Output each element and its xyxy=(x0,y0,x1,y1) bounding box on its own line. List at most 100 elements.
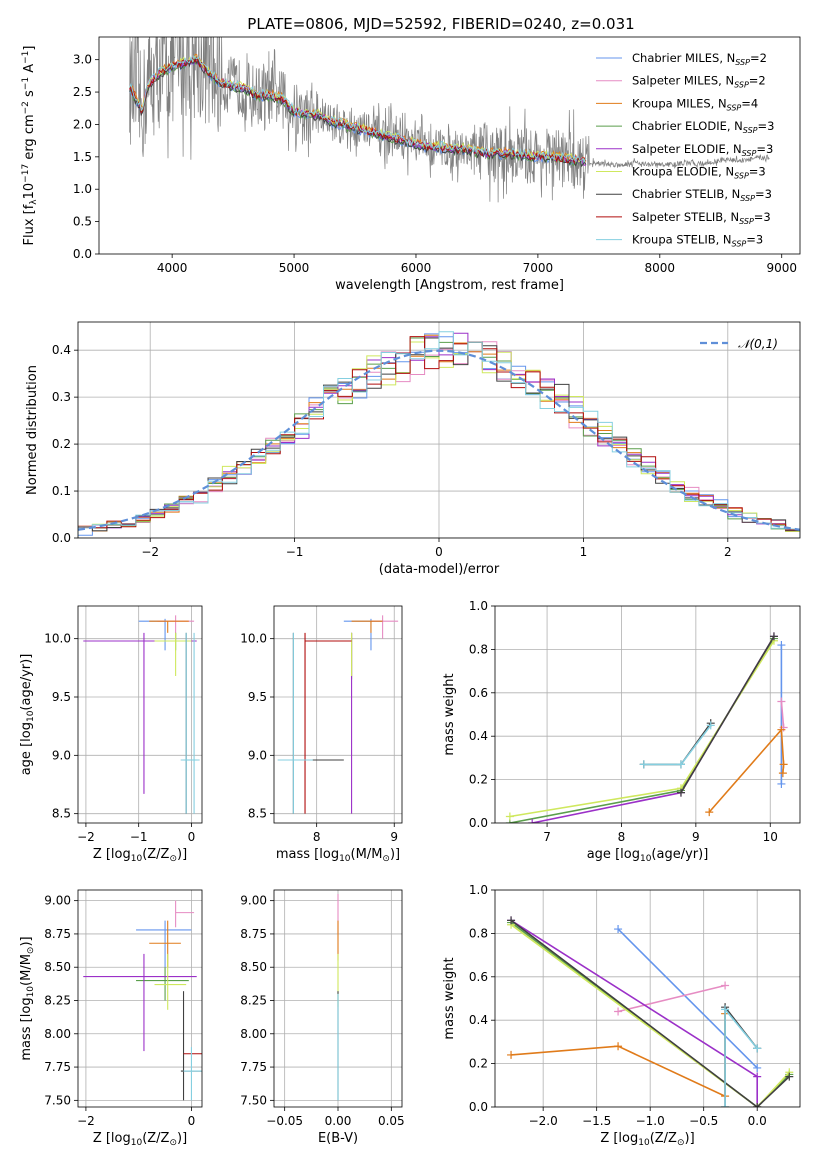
spectrum-legend: Chabrier MILES, NSSP=2 Salpeter MILES, NS… xyxy=(596,51,774,249)
x-tick-label: 0.0 xyxy=(748,1114,767,1128)
y-tick-label: 0.2 xyxy=(52,437,71,451)
x-tick-label: 9000 xyxy=(766,261,797,275)
y-tick-label: 0.6 xyxy=(469,686,488,700)
y-tick-label: 0.2 xyxy=(469,1057,488,1071)
x-tick-label: 9 xyxy=(692,830,700,844)
y-tick-label: 8.75 xyxy=(44,927,71,941)
x-tick-label: 8 xyxy=(618,830,626,844)
spectrum-plot-area xyxy=(129,37,770,203)
age-vs-Z-plot-area xyxy=(78,606,202,823)
data-point xyxy=(778,769,787,778)
y-tick-label: 7.50 xyxy=(240,1093,267,1107)
y-tick-label: 1.0 xyxy=(73,182,92,196)
y-tick-label: 0.4 xyxy=(469,1013,488,1027)
y-tick-label: 10.0 xyxy=(44,632,71,646)
y-axis-label: Normed distribution xyxy=(25,365,40,495)
mass-vs-Z-panel: −2 0 7.50 7.75 8.00 8.25 8.50 8.75 9.00 Z [log10(… xyxy=(19,889,203,1148)
x-tick-label: 4000 xyxy=(157,261,188,275)
y-tick-label: 0.6 xyxy=(469,970,488,984)
y-tick-label: 0.4 xyxy=(52,343,71,357)
x-tick-label: −1 xyxy=(286,545,304,559)
normal-curve xyxy=(78,349,800,531)
y-tick-label: 2.5 xyxy=(73,85,92,99)
age-vs-mass-panel: 8 9 8.5 9.0 9.5 10.0 mass [log10(M/M⊙)] xyxy=(240,605,403,864)
y-tick-label: 9.00 xyxy=(240,894,267,908)
y-tick-label: 8.25 xyxy=(240,993,267,1007)
y-tick-label: 8.75 xyxy=(240,927,267,941)
error-bar-kroupa-elodie xyxy=(154,953,187,1010)
x-tick-label: 7000 xyxy=(523,261,554,275)
y-tick-label: 0.8 xyxy=(469,642,488,656)
data-point xyxy=(528,819,537,823)
axes-frame xyxy=(77,605,203,824)
error-bar-chabrier-elodie xyxy=(136,967,189,1001)
x-tick-label: 8000 xyxy=(645,261,676,275)
x-tick-label: −0.5 xyxy=(689,1114,718,1128)
data-point xyxy=(779,760,788,769)
y-tick-label: 8.25 xyxy=(44,993,71,1007)
axes-frame xyxy=(77,889,203,1108)
x-axis-label: E(B-V) xyxy=(318,1131,358,1146)
weight-vs-Z-panel: −2.0 −1.5 −1.0 −0.5 0.0 0.0 0.2 0.4 0.6 0.8 1.0 Z [… xyxy=(442,883,801,1148)
x-axis-label: Z [log10(Z/Z⊙)] xyxy=(93,847,187,864)
y-tick-label: 8.50 xyxy=(44,960,71,974)
x-axis-label: Z [log10(Z/Z⊙)] xyxy=(93,1131,187,1148)
y-tick-label: 8.5 xyxy=(248,807,267,821)
y-tick-label: 9.0 xyxy=(52,748,71,762)
y-tick-label: 9.5 xyxy=(248,690,267,704)
x-axis-label: Z [log10(Z/Z⊙)] xyxy=(600,1131,694,1148)
data-point xyxy=(777,697,786,706)
series-chabrier-miles xyxy=(614,925,762,1072)
series-chabrier-stelib xyxy=(676,632,778,797)
y-tick-label: 1.0 xyxy=(469,599,488,613)
x-tick-label: 8 xyxy=(313,830,321,844)
weight-vs-Z-plot-area xyxy=(495,890,800,1107)
data-point xyxy=(614,925,623,934)
y-tick-label: 0.3 xyxy=(52,390,71,404)
data-point xyxy=(769,632,778,641)
x-tick-label: −1.0 xyxy=(636,1114,665,1128)
legend-entry: Kroupa STELIB, NSSP=3 xyxy=(632,233,763,249)
error-bar-kroupa-elodie xyxy=(154,632,192,676)
data-point xyxy=(639,760,648,769)
y-tick-label: 7.75 xyxy=(240,1060,267,1074)
data-point xyxy=(753,1044,762,1053)
mass-vs-Z-plot-area xyxy=(78,890,202,1107)
weight-vs-age-panel: 7 8 9 10 0.0 0.2 0.4 0.6 0.8 1.0 age [log10(age/yr… xyxy=(442,599,801,864)
data-point xyxy=(753,1103,762,1107)
legend-entry: Salpeter STELIB, NSSP=3 xyxy=(632,210,771,226)
y-axis-label: mass [log10(M/M⊙)] xyxy=(19,936,36,1060)
error-bar-chabrier-miles xyxy=(136,920,192,968)
x-tick-label: 6000 xyxy=(401,261,432,275)
data-point xyxy=(614,1007,623,1016)
x-tick-label: −2.0 xyxy=(529,1114,558,1128)
data-point xyxy=(507,916,516,925)
x-tick-label: 10 xyxy=(763,830,778,844)
error-bar-kroupa-stelib xyxy=(183,1047,202,1101)
residuals-panel: −2 −1 0 1 2 0.0 0.1 0.2 0.3 0.4 (data-model)/error… xyxy=(25,321,801,577)
data-point xyxy=(614,1042,623,1051)
y-tick-label: 0.0 xyxy=(52,531,71,545)
y-tick-label: 0.5 xyxy=(73,215,92,229)
y-tick-label: 1.5 xyxy=(73,150,92,164)
x-tick-label: −2 xyxy=(77,1114,95,1128)
data-point xyxy=(777,725,786,734)
y-tick-label: 0.0 xyxy=(73,247,92,261)
series-chabrier-stelib xyxy=(507,916,794,1107)
x-tick-label: 0 xyxy=(188,1114,196,1128)
y-axis-label: Flux [fλ10−17 erg cm−2 s−1 A−1] xyxy=(21,46,39,246)
axes-frame xyxy=(77,321,801,539)
x-tick-label: 0.05 xyxy=(378,1114,405,1128)
data-point xyxy=(785,1072,794,1081)
data-point xyxy=(777,641,786,650)
model-line-kroupa-stelib xyxy=(129,55,587,163)
data-point xyxy=(676,760,685,769)
data-point xyxy=(676,788,685,797)
data-point xyxy=(721,981,730,990)
x-tick-label: 0.00 xyxy=(325,1114,352,1128)
data-point xyxy=(705,808,714,817)
x-tick-label: −1.5 xyxy=(582,1114,611,1128)
y-axis-label: age [log10(age/yr)] xyxy=(19,654,36,776)
legend-entry: Salpeter ELODIE, NSSP=3 xyxy=(632,142,773,158)
x-tick-label: −1 xyxy=(130,830,148,844)
